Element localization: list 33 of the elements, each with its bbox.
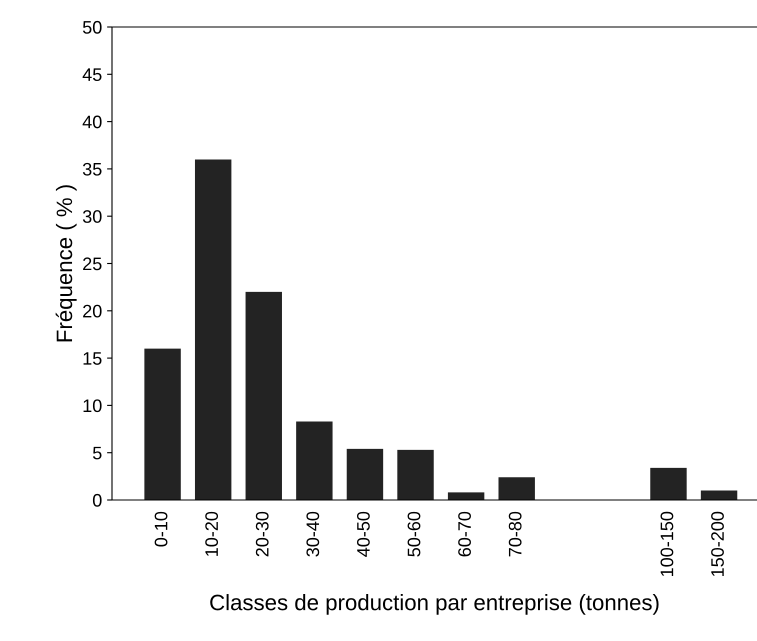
x-tick-label: 100-150	[660, 512, 674, 576]
x-tick-label: 150-200	[711, 512, 724, 576]
y-tick-label: 45	[82, 68, 102, 82]
y-tick-label: 50	[82, 20, 102, 34]
y-tick-label: 35	[82, 162, 102, 176]
bar	[397, 450, 434, 500]
bar	[246, 292, 282, 500]
y-tick-label: 5	[92, 446, 102, 460]
x-tick-label: 50-60	[408, 512, 420, 557]
x-axis-title: Classes de production par entreprise (tonnes)	[210, 594, 659, 615]
y-tick-label: 10	[84, 399, 102, 412]
y-tick-label: 20	[83, 304, 102, 318]
bar	[144, 348, 181, 500]
bar	[700, 490, 738, 500]
y-axis-title: Fréquence ( % )	[56, 185, 77, 342]
x-tick-label: 40-50	[357, 512, 370, 557]
bar	[346, 448, 384, 500]
bar	[296, 421, 333, 500]
y-tick-label: 40	[82, 116, 102, 128]
x-tick-label: 0-10	[154, 512, 168, 547]
x-tick-label: 30-40	[306, 512, 320, 557]
bar	[498, 477, 535, 500]
x-tick-label: 10-20	[205, 512, 218, 556]
y-tick-label: 30	[82, 210, 102, 223]
x-tick-label: 20-30	[256, 512, 269, 556]
x-tick-label: 70-80	[508, 512, 522, 556]
bar	[448, 492, 484, 500]
x-tick-label: 60-70	[458, 512, 471, 556]
y-tick-label: 0	[92, 494, 102, 507]
bar	[194, 159, 232, 500]
y-tick-label: 25	[83, 257, 102, 270]
y-tick-label: 15	[84, 352, 102, 365]
bar	[650, 468, 687, 500]
